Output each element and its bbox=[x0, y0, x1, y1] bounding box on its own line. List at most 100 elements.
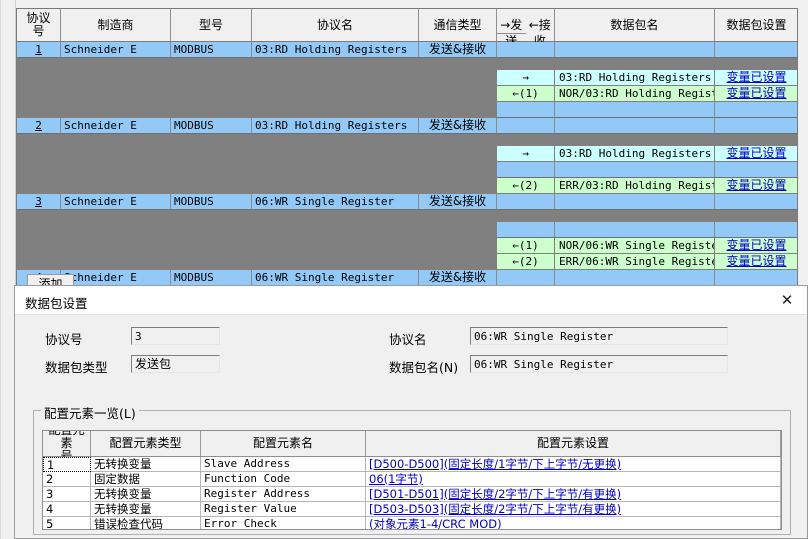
element-row[interactable]: 2 固定数据 Function Code 06(1字节) bbox=[43, 472, 781, 487]
element-no[interactable]: 4 bbox=[43, 502, 91, 517]
protocol-cell-2[interactable]: MODBUS bbox=[171, 194, 252, 210]
protocol-cell-7[interactable] bbox=[715, 270, 797, 285]
packet-name[interactable]: 03:RD Holding Registers bbox=[555, 146, 715, 162]
protocol-cell-4[interactable]: 发送&接收 bbox=[419, 42, 497, 58]
packet-setting-link[interactable]: 变量已设置 bbox=[715, 178, 797, 194]
element-column-header-1[interactable]: 配置元素类型 bbox=[91, 431, 201, 457]
packet-direction[interactable]: → bbox=[497, 70, 555, 86]
protocol-cell-2[interactable]: MODBUS bbox=[171, 42, 252, 58]
protocol-cell-3[interactable]: 06:WR Single Register bbox=[252, 194, 419, 210]
protocol-cell-7[interactable] bbox=[715, 118, 797, 134]
packet-type-field[interactable]: 发送包 bbox=[131, 355, 220, 373]
column-header-7[interactable]: 数据包设置 bbox=[715, 9, 797, 42]
element-column-header-3[interactable]: 配置元素设置 bbox=[366, 431, 781, 457]
element-name[interactable]: Error Check bbox=[201, 517, 366, 529]
element-no[interactable]: 5 bbox=[43, 517, 91, 529]
packet-direction[interactable]: ←(2) bbox=[497, 178, 555, 194]
protocol-cell-0[interactable]: 3 bbox=[17, 194, 61, 210]
packet-name[interactable]: ERR/06:WR Single Register bbox=[555, 254, 715, 270]
element-setting-link[interactable]: [D500-D500](固定长度/1字节/下上字节/无更换) bbox=[366, 457, 781, 472]
protocol-name-field[interactable]: 06:WR Single Register bbox=[470, 327, 728, 345]
packet-row[interactable]: ←(2) ERR/06:WR Single Register 变量已设置 bbox=[497, 254, 797, 270]
protocol-cell-6[interactable] bbox=[555, 270, 715, 285]
column-header-5[interactable]: →发送 ←接收 bbox=[497, 9, 555, 48]
protocol-cell-1[interactable]: Schneider E bbox=[61, 118, 171, 134]
protocol-no-field[interactable]: 3 bbox=[131, 327, 220, 345]
element-setting-link[interactable]: [D503-D503](固定长度/2字节/下上字节/有更换) bbox=[366, 502, 781, 517]
protocol-cell-1[interactable]: Schneider E bbox=[61, 270, 171, 285]
close-icon[interactable]: ✕ bbox=[780, 291, 794, 309]
protocol-cell-1[interactable]: Schneider E bbox=[61, 194, 171, 210]
protocol-cell-4[interactable]: 发送&接收 bbox=[419, 118, 497, 134]
protocol-cell-6[interactable] bbox=[555, 194, 715, 210]
element-name[interactable]: Register Value bbox=[201, 502, 366, 517]
packet-direction[interactable]: → bbox=[497, 146, 555, 162]
protocol-cell-5[interactable] bbox=[497, 270, 555, 285]
element-row[interactable]: 5 错误检查代码 Error Check (对象元素1-4/CRC MOD) bbox=[43, 517, 781, 529]
element-name[interactable]: Slave Address bbox=[201, 457, 366, 472]
element-type[interactable]: 无转换变量 bbox=[91, 487, 201, 502]
packet-settings-dialog[interactable]: 数据包设置 ✕ 协议号 3 数据包类型 发送包 协议名 06:WR Single… bbox=[14, 285, 808, 539]
protocol-cell-2[interactable]: MODBUS bbox=[171, 270, 252, 285]
protocol-cell-0[interactable]: 2 bbox=[17, 118, 61, 134]
packet-name[interactable]: ERR/03:RD Holding Registe bbox=[555, 178, 715, 194]
packet-setting-link[interactable]: 变量已设置 bbox=[715, 86, 797, 102]
packet-row[interactable]: ←(1) NOR/06:WR Single Register 变量已设置 bbox=[497, 238, 797, 254]
element-type[interactable]: 错误检查代码 bbox=[91, 517, 201, 529]
packet-setting-link[interactable]: 变量已设置 bbox=[715, 70, 797, 86]
element-row[interactable]: 4 无转换变量 Register Value [D503-D503](固定长度/2字节… bbox=[43, 502, 781, 517]
protocol-cell-5[interactable] bbox=[497, 194, 555, 210]
protocol-row[interactable]: 2 Schneider E MODBUS 03:RD Holding Register… bbox=[17, 118, 797, 134]
element-column-header-0[interactable]: 配置元素号 bbox=[43, 431, 91, 463]
packet-setting-link[interactable]: 变量已设置 bbox=[715, 254, 797, 270]
element-name[interactable]: Register Address bbox=[201, 487, 366, 502]
column-header-1[interactable]: 制造商 bbox=[61, 9, 171, 42]
element-no[interactable]: 1 bbox=[43, 457, 91, 472]
protocol-cell-1[interactable]: Schneider E bbox=[61, 42, 171, 58]
element-type[interactable]: 无转换变量 bbox=[91, 502, 201, 517]
element-type[interactable]: 无转换变量 bbox=[91, 457, 201, 472]
column-header-4[interactable]: 通信类型 bbox=[419, 9, 497, 42]
column-header-2[interactable]: 型号 bbox=[171, 9, 252, 42]
packet-setting-link[interactable]: 变量已设置 bbox=[715, 238, 797, 254]
protocol-cell-7[interactable] bbox=[715, 194, 797, 210]
element-setting-link[interactable]: [D501-D501](固定长度/2字节/下上字节/有更换) bbox=[366, 487, 781, 502]
packet-direction[interactable]: ←(1) bbox=[497, 86, 555, 102]
element-row[interactable]: 1 无转换变量 Slave Address [D500-D500](固定长度/1字节/… bbox=[43, 457, 781, 472]
protocol-cell-4[interactable]: 发送&接收 bbox=[419, 194, 497, 210]
packet-row[interactable]: → 03:RD Holding Registers 变量已设置 bbox=[497, 146, 797, 162]
packet-direction[interactable]: ←(1) bbox=[497, 238, 555, 254]
element-no[interactable]: 2 bbox=[43, 472, 91, 487]
column-header-0[interactable]: 协议号 bbox=[17, 9, 61, 42]
element-column-header-2[interactable]: 配置元素名 bbox=[201, 431, 366, 457]
protocol-cell-2[interactable]: MODBUS bbox=[171, 118, 252, 134]
protocol-row[interactable]: 3 Schneider E MODBUS 06:WR Single Register 发… bbox=[17, 194, 797, 210]
protocol-cell-6[interactable] bbox=[555, 118, 715, 134]
packet-name[interactable]: 03:RD Holding Registers bbox=[555, 70, 715, 86]
element-row[interactable]: 3 无转换变量 Register Address [D501-D501](固定长度/2… bbox=[43, 487, 781, 502]
packet-direction[interactable]: ←(2) bbox=[497, 254, 555, 270]
packet-row[interactable]: → 03:RD Holding Registers 变量已设置 bbox=[497, 70, 797, 86]
column-header-3[interactable]: 协议名 bbox=[252, 9, 419, 42]
protocol-grid[interactable]: 协议号制造商 型号 协议名 通信类型 →发送 ←接收 数据包名 数据包设置 1 Schneide… bbox=[16, 8, 798, 286]
left-vertical-scrollbar[interactable] bbox=[6, 0, 16, 539]
packet-name[interactable]: NOR/06:WR Single Register bbox=[555, 238, 715, 254]
element-setting-link[interactable]: (对象元素1-4/CRC MOD) bbox=[366, 517, 781, 529]
protocol-cell-3[interactable]: 06:WR Single Register bbox=[252, 270, 419, 285]
config-element-table[interactable]: 配置元素号配置元素类型 配置元素名 配置元素设置 1 无转换变量 Slave Addre… bbox=[42, 430, 782, 530]
protocol-cell-3[interactable]: 03:RD Holding Registers bbox=[252, 118, 419, 134]
protocol-cell-3[interactable]: 03:RD Holding Registers bbox=[252, 42, 419, 58]
packet-name-field[interactable]: 06:WR Single Register bbox=[470, 355, 728, 373]
element-name[interactable]: Function Code bbox=[201, 472, 366, 487]
element-type[interactable]: 固定数据 bbox=[91, 472, 201, 487]
packet-setting-link[interactable]: 变量已设置 bbox=[715, 146, 797, 162]
column-header-6[interactable]: 数据包名 bbox=[555, 9, 715, 42]
protocol-cell-5[interactable] bbox=[497, 118, 555, 134]
packet-name[interactable]: NOR/03:RD Holding Registe bbox=[555, 86, 715, 102]
protocol-cell-0[interactable]: 1 bbox=[17, 42, 61, 58]
element-setting-link[interactable]: 06(1字节) bbox=[366, 472, 781, 487]
element-no[interactable]: 3 bbox=[43, 487, 91, 502]
